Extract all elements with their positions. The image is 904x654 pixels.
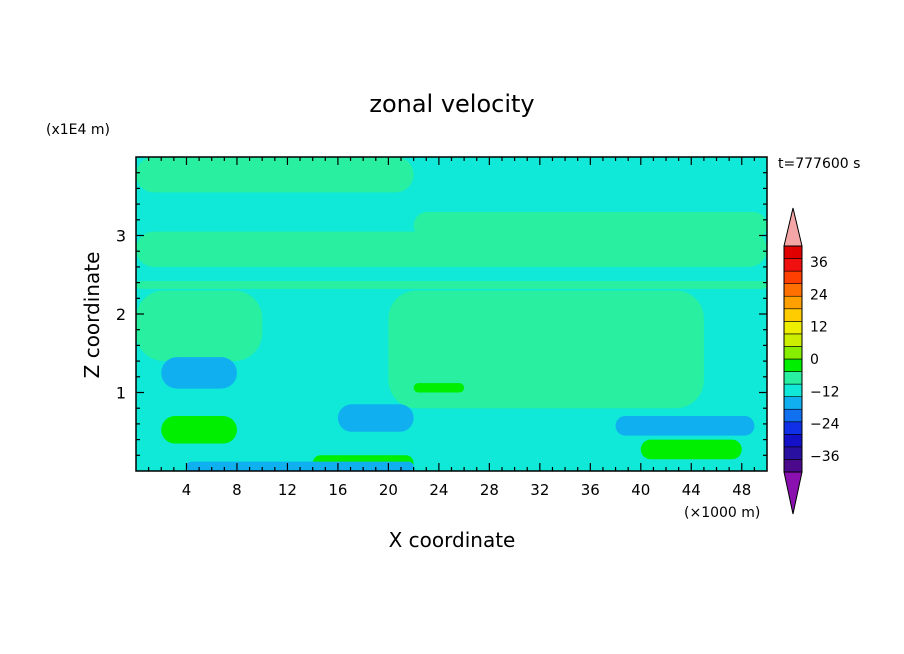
y-tick-label: 3 xyxy=(116,227,126,246)
colorbar-segment xyxy=(783,245,803,259)
colorbar-segment xyxy=(783,270,803,284)
colorbar-segment xyxy=(783,333,803,347)
colorbar-tick-label: 36 xyxy=(810,255,828,271)
x-tick-label: 36 xyxy=(581,481,600,499)
y-tick-label: 1 xyxy=(116,384,126,403)
x-tick-label: 28 xyxy=(480,481,499,499)
velocity-field xyxy=(136,157,767,471)
field-region xyxy=(186,461,414,471)
colorbar-segment xyxy=(783,283,803,297)
colorbar-segment xyxy=(783,434,803,448)
colorbar-segment xyxy=(783,421,803,435)
colorbar-tick-label: 24 xyxy=(810,287,828,303)
field-region xyxy=(413,383,465,393)
x-axis-unit: (×1000 m) xyxy=(684,505,760,521)
colorbar-segment xyxy=(783,408,803,423)
colorbar-tick-label: −12 xyxy=(810,384,840,400)
field-region xyxy=(615,416,755,436)
colorbar-segment xyxy=(783,358,803,372)
x-tick-label: 40 xyxy=(631,481,650,499)
colorbar-segment xyxy=(783,295,803,310)
colorbar-tick-label: −24 xyxy=(810,417,840,433)
colorbar: 36 24 12 0 −12 −24 −36 xyxy=(783,207,840,515)
colorbar-under-arrow xyxy=(783,471,803,515)
x-axis: 4 8 12 16 20 24 28 32 36 40 44 48 xyxy=(148,157,755,499)
field-region xyxy=(136,157,414,193)
colorbar-segment xyxy=(783,371,803,385)
chart-title: zonal velocity xyxy=(369,90,534,118)
field-region xyxy=(161,357,237,389)
colorbar-tick-label: −36 xyxy=(810,449,840,465)
x-tick-label: 44 xyxy=(682,481,701,499)
x-axis-label: X coordinate xyxy=(389,528,516,552)
colorbar-segment xyxy=(783,308,803,322)
y-tick-label: 2 xyxy=(116,305,126,324)
field-region xyxy=(136,290,263,362)
y-axis-unit: (x1E4 m) xyxy=(46,122,110,138)
colorbar-tick-label: 0 xyxy=(810,352,819,368)
y-axis: 1 2 3 xyxy=(116,172,767,456)
colorbar-segment xyxy=(783,383,803,397)
field-region xyxy=(640,439,742,460)
colorbar-segment xyxy=(783,446,803,460)
x-tick-label: 32 xyxy=(530,481,549,499)
colorbar-segment xyxy=(783,258,803,272)
colorbar-segment xyxy=(783,321,803,335)
field-region xyxy=(136,231,767,267)
x-tick-label: 16 xyxy=(328,481,347,499)
colorbar-segment xyxy=(783,459,803,473)
field-region xyxy=(161,416,237,444)
colorbar-segment xyxy=(783,346,803,360)
colorbar-segment xyxy=(783,396,803,410)
x-tick-label: 20 xyxy=(379,481,398,499)
field-region xyxy=(388,290,704,409)
colorbar-tick-label: 12 xyxy=(810,320,828,336)
time-label: t=777600 s xyxy=(778,156,860,172)
y-axis-label: Z coordinate xyxy=(80,252,104,379)
colorbar-over-arrow xyxy=(783,207,803,247)
x-tick-label: 12 xyxy=(278,481,297,499)
colorbar-frame xyxy=(783,245,803,473)
x-tick-label: 48 xyxy=(732,481,751,499)
field-region xyxy=(136,281,767,289)
x-tick-label: 8 xyxy=(232,481,242,499)
field-region xyxy=(337,404,414,432)
x-tick-label: 4 xyxy=(182,481,192,499)
x-tick-label: 24 xyxy=(429,481,448,499)
